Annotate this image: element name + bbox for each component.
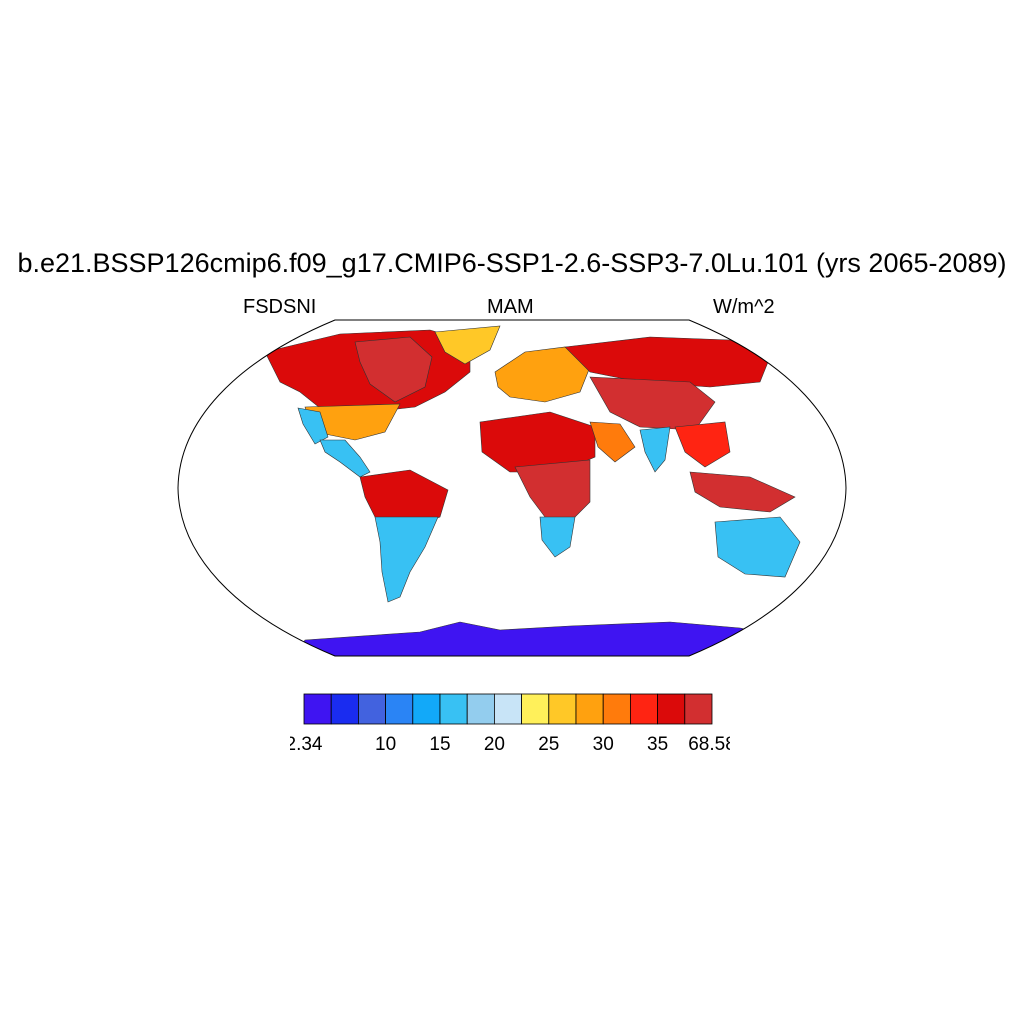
region-southern-africa <box>539 516 576 558</box>
colorbar-tick-label: 68.58 <box>688 734 730 754</box>
colorbar-box <box>657 693 686 725</box>
region-south-america-south <box>374 516 439 603</box>
region-canadian-arctic <box>354 336 433 403</box>
region-greenland <box>434 325 501 365</box>
colorbar-box <box>629 693 658 725</box>
season-label: MAM <box>487 296 534 318</box>
region-australia <box>714 516 801 578</box>
land-field <box>264 325 801 656</box>
units-label: W/m^2 <box>713 296 775 318</box>
colorbar-tick-label: 15 <box>429 734 450 754</box>
colorbar-box <box>493 693 522 725</box>
variable-label: FSDSNI <box>243 296 317 318</box>
colorbar-box <box>358 693 387 725</box>
region-antarctica <box>289 621 771 656</box>
map-border <box>177 319 847 657</box>
region-central-america <box>319 439 371 478</box>
colorbar-tick-label: 35 <box>647 734 668 754</box>
colorbar-box <box>575 693 604 725</box>
colorbar-tick-label: 30 <box>593 734 614 754</box>
region-central-africa <box>514 459 591 523</box>
world-map <box>177 319 847 657</box>
colorbar-box <box>466 693 495 725</box>
region-maritime <box>689 471 796 513</box>
region-europe <box>494 346 591 403</box>
colorbar: 2.34 10 15 20 25 30 35 68.58 <box>290 693 730 754</box>
colorbar-tick-label: 10 <box>375 734 396 754</box>
colorbar-tick-label: 20 <box>484 734 505 754</box>
colorbar-box <box>385 693 414 725</box>
colorbar-box <box>521 693 550 725</box>
colorbar-box <box>548 693 577 725</box>
region-india <box>639 426 671 473</box>
colorbar-tick-label: 2.34 <box>290 734 323 754</box>
colorbar-box <box>439 693 468 725</box>
colorbar-box <box>412 693 441 725</box>
colorbar-box <box>684 693 713 725</box>
plot-title: b.e21.BSSP126cmip6.f09_g17.CMIP6-SSP1-2.… <box>17 248 1007 278</box>
colorbar-box <box>602 693 631 725</box>
colorbar-box <box>330 693 359 725</box>
region-siberia <box>564 336 771 388</box>
region-arabia <box>589 421 636 463</box>
region-southeast-asia <box>674 421 731 468</box>
colorbar-tick-label: 25 <box>538 734 559 754</box>
colorbar-box <box>303 693 332 725</box>
